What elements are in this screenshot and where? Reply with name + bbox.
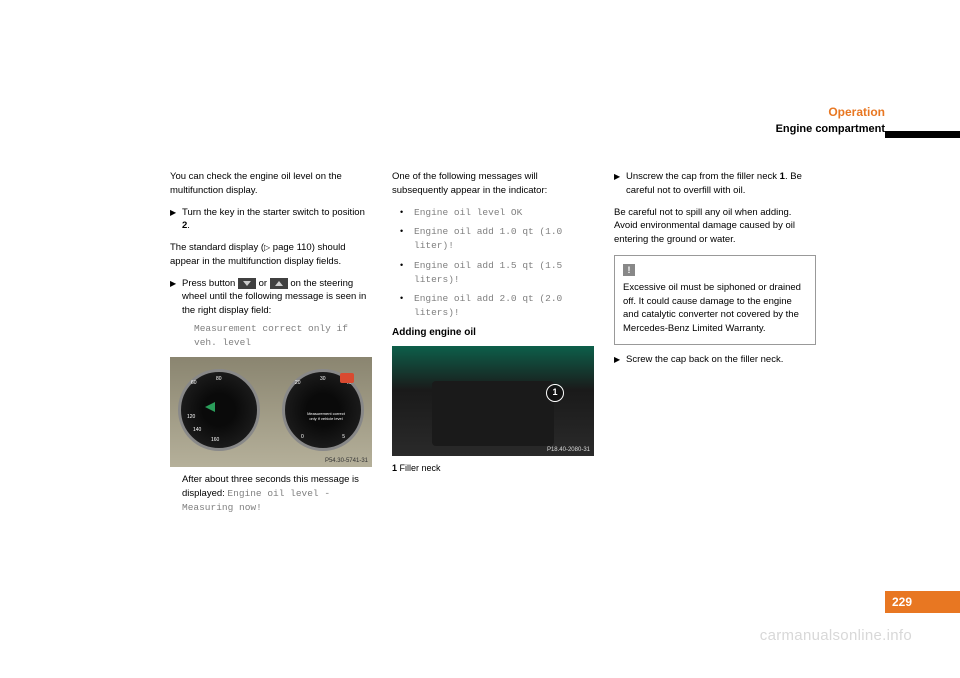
oil-message: Engine oil add 1.0 qt (1.0 liter)! xyxy=(414,225,594,253)
column-2: One of the following messages will subse… xyxy=(392,170,594,523)
subsection-title: Engine compartment xyxy=(776,123,885,135)
step-turn-key: ▶ Turn the key in the starter switch to … xyxy=(170,206,372,234)
figure-label: P54.30-5741-31 xyxy=(325,457,368,466)
bullet-marker-icon: • xyxy=(400,206,414,219)
content-area: You can check the engine oil level on th… xyxy=(170,170,885,523)
para-careful: Be careful not to spill any oil when add… xyxy=(614,206,816,247)
column-1: You can check the engine oil level on th… xyxy=(170,170,372,523)
oil-message: Engine oil add 2.0 qt (2.0 liters)! xyxy=(414,292,594,320)
header-black-bar xyxy=(885,131,960,138)
step-press-button: ▶ Press button or on the steering wheel … xyxy=(170,277,372,350)
step-marker-icon: ▶ xyxy=(614,354,626,366)
warning-box: ! Excessive oil must be siphoned or drai… xyxy=(614,255,816,345)
step-screw-cap: ▶ Screw the cap back on the filler neck. xyxy=(614,353,816,367)
para-messages: One of the following messages will subse… xyxy=(392,170,594,198)
gauge-message: Measurement correct only if vehicle leve… xyxy=(303,412,349,422)
bullet-item: • Engine oil add 2.0 qt (2.0 liters)! xyxy=(400,292,594,320)
gauge-label: 120 xyxy=(187,414,195,421)
section-title: Operation xyxy=(776,105,885,119)
step-text: Screw the cap back on the filler neck. xyxy=(626,353,816,367)
text-fragment: The standard display ( xyxy=(170,242,264,253)
bullet-item: • Engine oil add 1.5 qt (1.5 liters)! xyxy=(400,259,594,287)
column-3: ▶ Unscrew the cap from the filler neck 1… xyxy=(614,170,816,523)
button-down-icon xyxy=(238,278,256,289)
gauge-label: 0 xyxy=(301,434,304,441)
figure-engine-compartment: 1 P18.40-2080-31 xyxy=(392,346,594,456)
gauge-label: 80 xyxy=(216,376,222,383)
page-number: 229 xyxy=(885,591,960,613)
step-text: Unscrew the cap from the filler neck xyxy=(626,171,780,182)
bullet-marker-icon: • xyxy=(400,225,414,238)
warning-text: Excessive oil must be siphoned or draine… xyxy=(623,281,807,336)
para-after-seconds: After about three seconds this message i… xyxy=(182,473,372,514)
gauge-label: 60 xyxy=(191,380,197,387)
oil-message: Engine oil level OK xyxy=(414,206,594,220)
gauge-label: 5 xyxy=(342,434,345,441)
step-unscrew-cap: ▶ Unscrew the cap from the filler neck 1… xyxy=(614,170,816,198)
figure-instrument-cluster: 60 80 120 140 160 20 30 40 0 5 Measureme… xyxy=(170,357,372,467)
bullet-marker-icon: • xyxy=(400,292,414,305)
bullet-marker-icon: • xyxy=(400,259,414,272)
warning-icon: ! xyxy=(623,264,635,276)
bullet-item: • Engine oil level OK xyxy=(400,206,594,220)
figure-caption: 1 Filler neck xyxy=(392,462,594,475)
figure-label: P18.40-2080-31 xyxy=(547,446,590,455)
turn-signal-left-icon xyxy=(205,402,215,412)
step-marker-icon: ▶ xyxy=(170,207,182,219)
button-up-icon xyxy=(270,278,288,289)
display-message: Measurement correct only if veh. level xyxy=(194,322,372,350)
para-intro: You can check the engine oil level on th… xyxy=(170,170,372,198)
step-marker-icon: ▶ xyxy=(614,171,626,183)
gauge-label: 30 xyxy=(320,376,326,383)
caption-text: Filler neck xyxy=(397,463,441,473)
step-text: Press button xyxy=(182,278,238,289)
para-standard-display: The standard display (▷ page 110) should… xyxy=(170,241,372,269)
gauge-label: 160 xyxy=(211,437,219,444)
oil-message: Engine oil add 1.5 qt (1.5 liters)! xyxy=(414,259,594,287)
callout-number: 1 xyxy=(546,384,564,402)
subheading-adding-oil: Adding engine oil xyxy=(392,326,594,341)
engine-block-graphic xyxy=(432,381,554,446)
step-marker-icon: ▶ xyxy=(170,278,182,290)
gauge-label: 140 xyxy=(193,427,201,434)
step-text: or xyxy=(256,278,270,289)
step-text: Turn the key in the starter switch to po… xyxy=(182,207,365,218)
srs-indicator-icon xyxy=(340,373,354,383)
gauge-speedometer: 60 80 120 140 160 xyxy=(178,369,260,451)
gauge-label: 20 xyxy=(295,380,301,387)
step-text-end: . xyxy=(187,220,190,231)
watermark: carmanualsonline.info xyxy=(760,627,912,644)
bullet-item: • Engine oil add 1.0 qt (1.0 liter)! xyxy=(400,225,594,253)
